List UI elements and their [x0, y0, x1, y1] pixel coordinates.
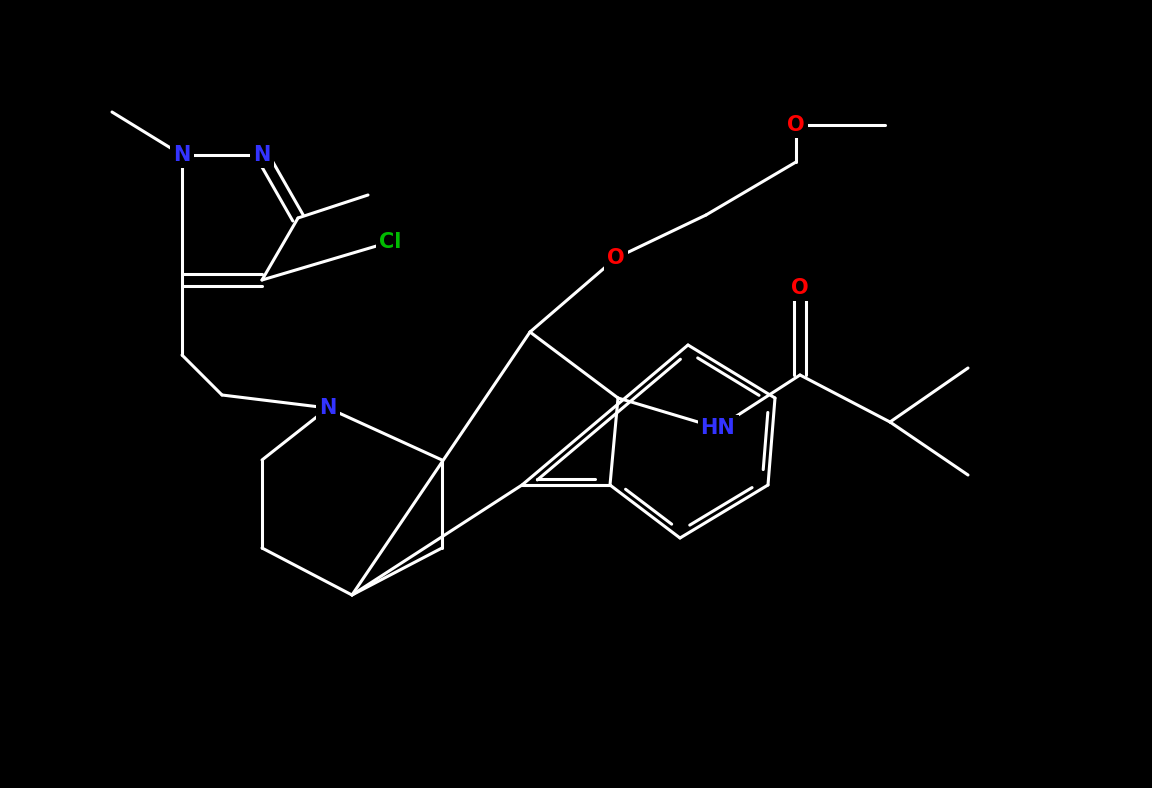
- Text: O: O: [791, 278, 809, 298]
- Text: O: O: [787, 115, 805, 135]
- Text: N: N: [253, 145, 271, 165]
- Text: N: N: [319, 398, 336, 418]
- Text: HN: HN: [700, 418, 735, 438]
- Text: N: N: [173, 145, 191, 165]
- Text: Cl: Cl: [379, 232, 401, 252]
- Text: O: O: [607, 248, 624, 268]
